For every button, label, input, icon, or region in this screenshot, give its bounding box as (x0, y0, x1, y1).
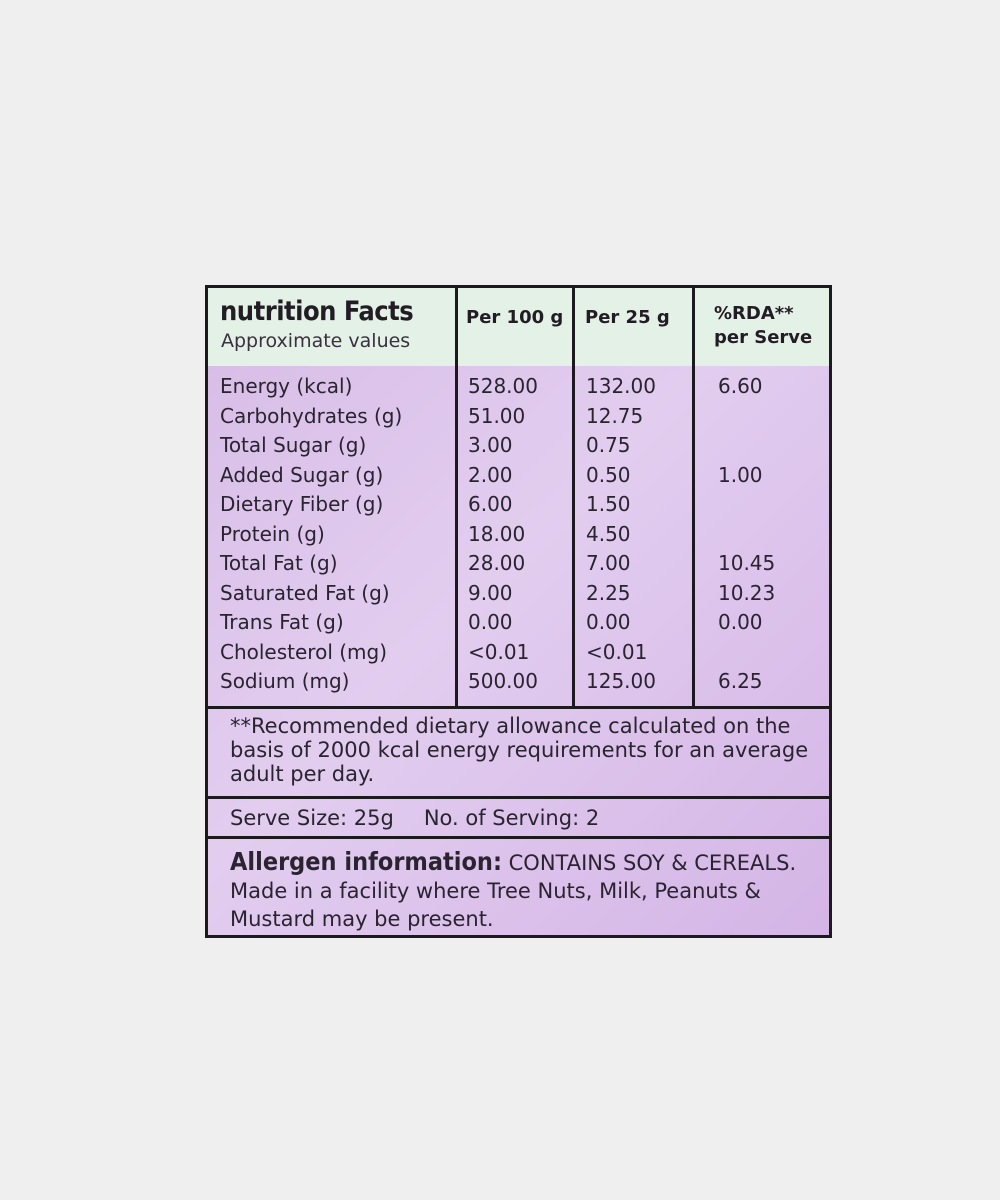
nutrient-row: Total Fat (g) 28.00 7.00 10.45 (208, 551, 829, 581)
nutrient-name: Cholesterol (mg) (220, 639, 388, 664)
value-per-25g: 2.25 (586, 580, 631, 605)
nutrition-facts-label: nutrition Facts Approximate values Per 1… (205, 285, 832, 938)
value-per-100g: 6.00 (468, 492, 513, 516)
nutrient-row: Energy (kcal) 528.00 132.00 6.60 (208, 374, 829, 404)
label-title: nutrition Facts (220, 296, 414, 327)
value-per-25g: 0.75 (586, 433, 631, 457)
table-header: nutrition Facts Approximate values Per 1… (208, 288, 829, 366)
nutrient-row: Cholesterol (mg) <0.01 <0.01 (208, 640, 829, 670)
allergen-label: Allergen information: (230, 847, 502, 876)
column-divider (572, 288, 575, 708)
value-rda: 0.00 (718, 610, 763, 634)
label-subtitle: Approximate values (221, 330, 411, 352)
nutrient-name: Sodium (mg) (220, 669, 350, 693)
value-per-25g: 4.50 (586, 521, 631, 546)
value-per-25g: 12.75 (586, 403, 644, 428)
rda-footnote: **Recommended dietary allowance calculat… (230, 714, 809, 786)
value-per-100g: 28.00 (468, 551, 526, 575)
nutrient-row: Added Sugar (g) 2.00 0.50 1.00 (208, 463, 829, 493)
value-per-100g: 18.00 (468, 521, 526, 546)
nutrient-name: Total Fat (g) (220, 551, 338, 575)
rda-header-line2: per Serve (714, 327, 813, 348)
nutrient-row: Carbohydrates (g) 51.00 12.75 (208, 404, 829, 434)
nutrient-name: Dietary Fiber (g) (220, 492, 384, 516)
rda-header-line1: %RDA** (714, 303, 794, 324)
value-per-100g: 51.00 (468, 403, 526, 428)
value-per-25g: 7.00 (586, 551, 631, 575)
divider (208, 706, 829, 709)
divider (208, 836, 829, 839)
serving-info: Serve Size: 25g No. of Serving: 2 (230, 806, 599, 830)
value-per-100g: 528.00 (468, 374, 538, 398)
value-per-100g: <0.01 (468, 639, 530, 664)
value-per-25g: 1.50 (586, 492, 631, 516)
value-per-25g: <0.01 (586, 639, 648, 664)
servings-count: No. of Serving: 2 (423, 806, 600, 830)
value-per-25g: 0.00 (586, 610, 631, 634)
serve-size: Serve Size: 25g (230, 806, 394, 830)
value-rda: 6.25 (718, 669, 763, 693)
value-per-100g: 0.00 (468, 610, 513, 634)
nutrient-name: Saturated Fat (g) (220, 580, 390, 605)
nutrient-name: Protein (g) (220, 521, 325, 546)
nutrient-name: Carbohydrates (g) (220, 403, 403, 428)
allergen-info: Allergen information: CONTAINS SOY & CER… (230, 848, 830, 933)
column-header-per-25g: Per 25 g (585, 307, 670, 328)
column-divider (455, 288, 458, 708)
value-rda: 6.60 (718, 374, 763, 398)
value-per-25g: 125.00 (586, 669, 656, 693)
nutrient-row: Sodium (mg) 500.00 125.00 6.25 (208, 669, 829, 699)
nutrient-row: Trans Fat (g) 0.00 0.00 0.00 (208, 610, 829, 640)
nutrient-row: Protein (g) 18.00 4.50 (208, 522, 829, 552)
value-per-25g: 0.50 (586, 462, 631, 487)
value-rda: 10.45 (718, 551, 776, 575)
nutrient-row: Saturated Fat (g) 9.00 2.25 10.23 (208, 581, 829, 611)
column-header-per-100g: Per 100 g (466, 307, 564, 328)
allergen-text: CONTAINS SOY & CEREALS. Made in a facili… (230, 851, 797, 931)
value-per-25g: 132.00 (586, 374, 656, 398)
column-divider (692, 288, 695, 708)
nutrient-name: Added Sugar (g) (220, 462, 384, 487)
nutrient-name: Total Sugar (g) (220, 433, 367, 457)
nutrient-name: Trans Fat (g) (220, 610, 344, 634)
nutrient-row: Dietary Fiber (g) 6.00 1.50 (208, 492, 829, 522)
divider (208, 796, 829, 799)
nutrient-name: Energy (kcal) (220, 374, 353, 398)
value-per-100g: 500.00 (468, 669, 538, 693)
column-header-rda: %RDA** per Serve (714, 302, 812, 350)
value-per-100g: 2.00 (468, 462, 513, 487)
value-per-100g: 9.00 (468, 580, 513, 605)
value-per-100g: 3.00 (468, 433, 513, 457)
nutrient-row: Total Sugar (g) 3.00 0.75 (208, 433, 829, 463)
value-rda: 1.00 (718, 462, 763, 487)
value-rda: 10.23 (718, 580, 776, 605)
